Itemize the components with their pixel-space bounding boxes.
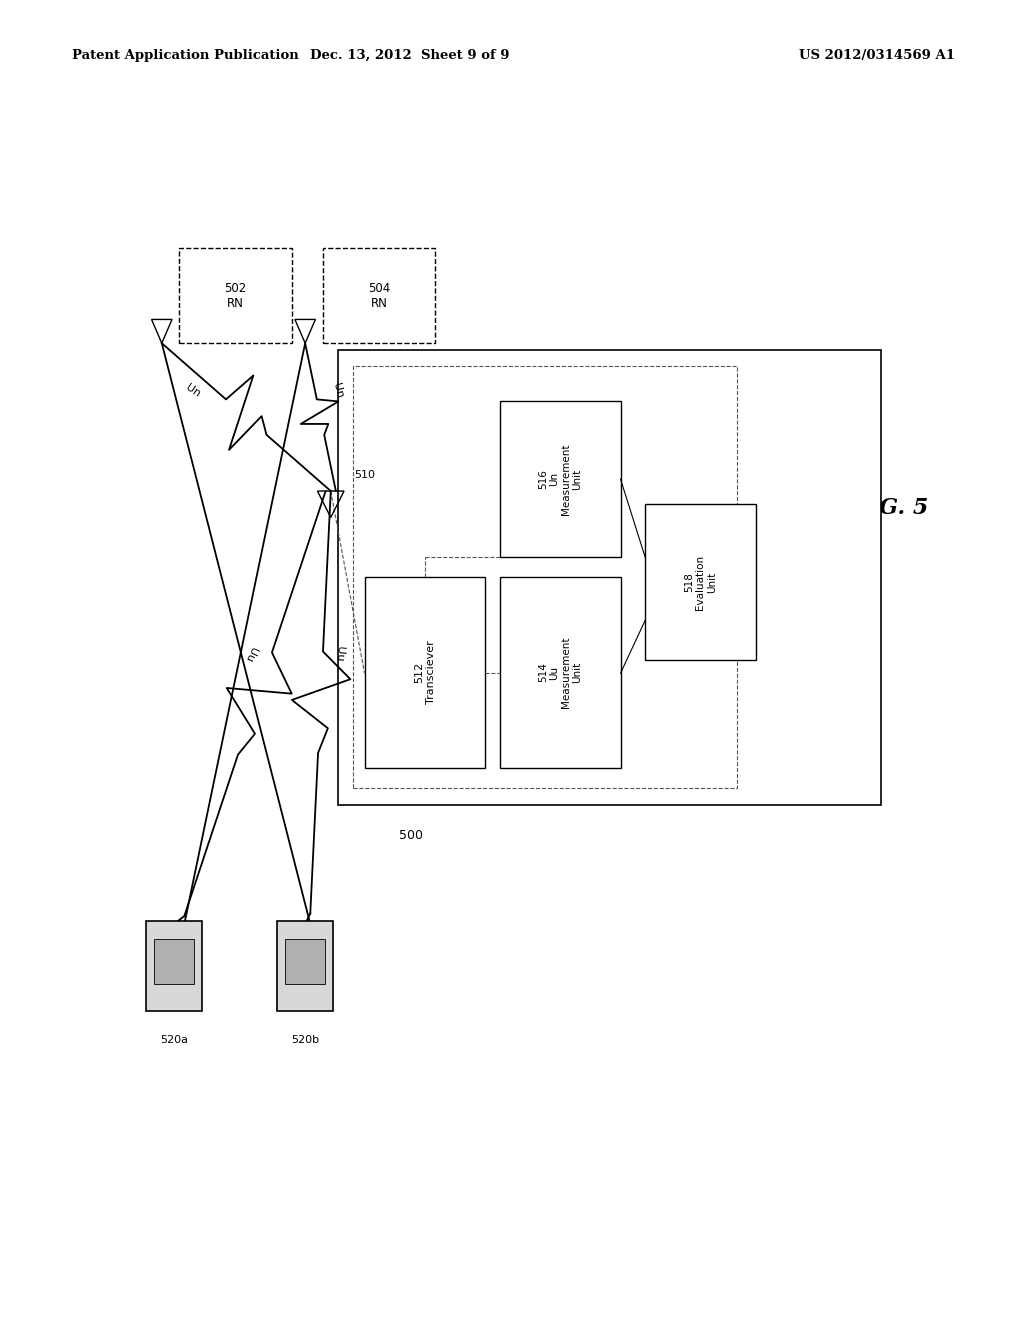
- Text: FIG. 5: FIG. 5: [853, 498, 929, 519]
- Text: 500: 500: [399, 829, 423, 842]
- Text: Patent Application Publication: Patent Application Publication: [72, 49, 298, 62]
- Text: 520a: 520a: [160, 1035, 188, 1045]
- Text: US 2012/0314569 A1: US 2012/0314569 A1: [799, 49, 954, 62]
- Text: 516
Un
Measurement
Unit: 516 Un Measurement Unit: [538, 444, 583, 515]
- Text: 512
Transciever: 512 Transciever: [414, 640, 436, 705]
- Text: 514
Uu
Measurement
Unit: 514 Uu Measurement Unit: [538, 636, 583, 709]
- Text: 510: 510: [354, 470, 376, 480]
- Bar: [338, 350, 881, 805]
- Bar: [179, 248, 292, 343]
- Bar: [500, 401, 621, 557]
- Bar: [353, 366, 737, 788]
- Bar: [365, 577, 485, 768]
- Text: 502
RN: 502 RN: [224, 281, 247, 310]
- Text: Uu: Uu: [243, 645, 258, 663]
- Bar: [500, 577, 621, 768]
- Text: 520b: 520b: [291, 1035, 319, 1045]
- Bar: [323, 248, 435, 343]
- Bar: [645, 504, 756, 660]
- Bar: [286, 940, 325, 985]
- Bar: [146, 921, 203, 1011]
- Bar: [155, 940, 194, 985]
- Text: Uu: Uu: [334, 645, 345, 661]
- Text: 504
RN: 504 RN: [368, 281, 390, 310]
- Text: Un: Un: [184, 381, 203, 399]
- Text: Dec. 13, 2012  Sheet 9 of 9: Dec. 13, 2012 Sheet 9 of 9: [310, 49, 509, 62]
- Bar: [276, 921, 333, 1011]
- Text: Un: Un: [331, 381, 344, 399]
- Text: 518
Evaluation
Unit: 518 Evaluation Unit: [684, 554, 717, 610]
